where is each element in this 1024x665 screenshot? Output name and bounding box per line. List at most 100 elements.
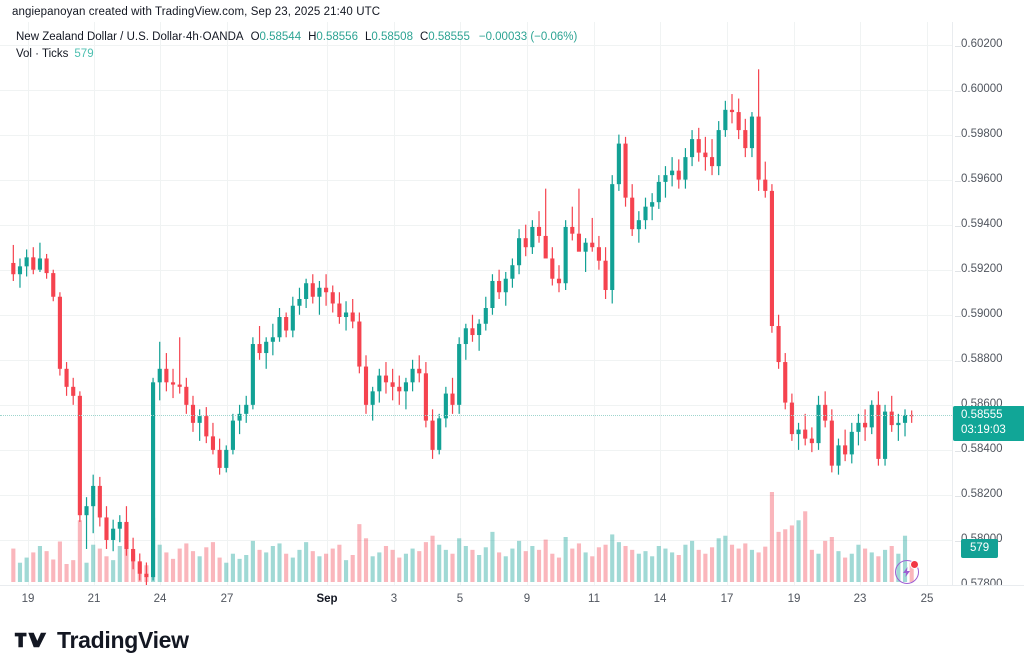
volume-bar xyxy=(390,549,395,582)
candle-body xyxy=(51,273,56,297)
candle-body xyxy=(111,528,116,540)
volume-bar xyxy=(696,549,701,582)
candle-body xyxy=(84,506,89,516)
candle-body xyxy=(783,362,788,403)
volume-bar xyxy=(470,549,475,582)
candle-body xyxy=(470,328,475,336)
time-axis[interactable]: 19 21 24 27 Sep 3 5 9 11 14 17 19 23 25 xyxy=(0,585,1024,616)
candle-body xyxy=(683,157,688,180)
attribution-text: angiepanoyan created with TradingView.co… xyxy=(12,6,381,18)
volume-bar xyxy=(497,552,502,582)
volume-bar xyxy=(224,562,229,582)
legend-volume-row[interactable]: Vol · Ticks 579 xyxy=(16,47,577,61)
candle-wick xyxy=(591,217,593,252)
volume-bar xyxy=(663,548,668,582)
volume-bar xyxy=(403,553,409,582)
candle-body xyxy=(230,420,235,450)
volume-bar xyxy=(397,557,402,582)
time-axis-tick: 23 xyxy=(853,593,867,605)
candle-body xyxy=(902,414,908,423)
price-axis-tick: 0.58400 xyxy=(955,443,1003,455)
candle-body xyxy=(284,317,289,331)
candle-wick xyxy=(897,413,899,441)
volume-bar xyxy=(550,553,555,582)
candle-body xyxy=(769,190,774,327)
notification-dot-icon xyxy=(910,560,920,569)
volume-bar xyxy=(257,549,262,582)
candle-body xyxy=(443,393,448,419)
volume-indicator-value: 579 xyxy=(74,48,94,60)
grid-line-vertical xyxy=(927,22,928,585)
candle-body xyxy=(57,296,62,369)
candle-body xyxy=(337,303,342,318)
candle-body xyxy=(164,368,169,383)
legend-separator-2: · xyxy=(198,31,203,43)
axis-tick-mark xyxy=(955,45,961,47)
volume-bar xyxy=(510,548,515,582)
volume-bar xyxy=(450,553,455,582)
price-axis-tick: 0.58800 xyxy=(955,353,1003,365)
candle-body xyxy=(204,416,209,437)
volume-bar xyxy=(856,544,861,582)
candle-body xyxy=(117,521,122,529)
candle-body xyxy=(224,449,229,468)
candle-body xyxy=(377,375,382,392)
bolt-glyph xyxy=(903,567,911,577)
candle-wick xyxy=(585,238,587,272)
candle-body xyxy=(177,384,182,387)
time-axis-tick: 25 xyxy=(920,593,934,605)
chart-plot-area[interactable] xyxy=(0,22,952,586)
price-axis-tick: 0.59600 xyxy=(955,173,1003,185)
price-axis[interactable]: 0.60200 0.60000 0.59800 0.59600 0.59400 0.592… xyxy=(952,22,1024,590)
candle-body xyxy=(823,404,828,421)
candle-body xyxy=(803,429,808,439)
volume-bar xyxy=(776,531,781,582)
candle-body xyxy=(663,175,668,182)
axis-tick-mark xyxy=(955,360,961,362)
candle-body xyxy=(310,283,315,297)
volume-bar xyxy=(616,542,621,582)
price-axis-tick: 0.59200 xyxy=(955,263,1003,275)
candle-body xyxy=(623,143,628,198)
candle-body xyxy=(197,416,202,423)
candle-body xyxy=(237,413,242,421)
open-value: 0.58544 xyxy=(259,31,302,43)
candle-body xyxy=(536,226,542,236)
candle-body xyxy=(357,321,362,367)
candle-body xyxy=(556,278,562,284)
volume-bar xyxy=(803,511,808,582)
legend-symbol-row[interactable]: New Zealand Dollar / U.S. Dollar · 4h · … xyxy=(16,30,577,44)
grid-line-horizontal xyxy=(0,224,952,226)
volume-bar xyxy=(284,553,289,582)
candle-body xyxy=(530,226,535,248)
candle-body xyxy=(450,393,455,405)
candle-body xyxy=(397,386,402,392)
volume-bar xyxy=(264,552,269,582)
volume-bar xyxy=(490,531,495,582)
candle-body xyxy=(516,238,522,266)
volume-bar xyxy=(357,524,362,582)
grid-line-vertical xyxy=(527,22,528,585)
exchange-label: OANDA xyxy=(202,31,244,43)
lightning-bolt-icon[interactable] xyxy=(895,560,920,584)
volume-bar xyxy=(184,543,189,582)
candle-body xyxy=(603,260,608,290)
candle-wick xyxy=(911,410,913,423)
volume-bar xyxy=(190,551,196,582)
candle-body xyxy=(563,226,568,284)
candle-body xyxy=(257,344,262,354)
bar-countdown-timer: 03:19:03 xyxy=(961,423,1006,436)
candle-body xyxy=(763,179,768,191)
volume-bar xyxy=(709,547,715,582)
candle-body xyxy=(297,298,302,306)
candle-body xyxy=(863,422,868,428)
candle-body xyxy=(829,420,834,466)
volume-bar xyxy=(11,548,16,582)
volume-bar xyxy=(443,549,448,582)
candle-body xyxy=(723,109,728,131)
volume-bar xyxy=(636,553,641,582)
candle-wick xyxy=(258,326,261,360)
candle-body xyxy=(423,373,428,421)
candle-body xyxy=(210,436,216,450)
volume-bar xyxy=(104,556,109,582)
